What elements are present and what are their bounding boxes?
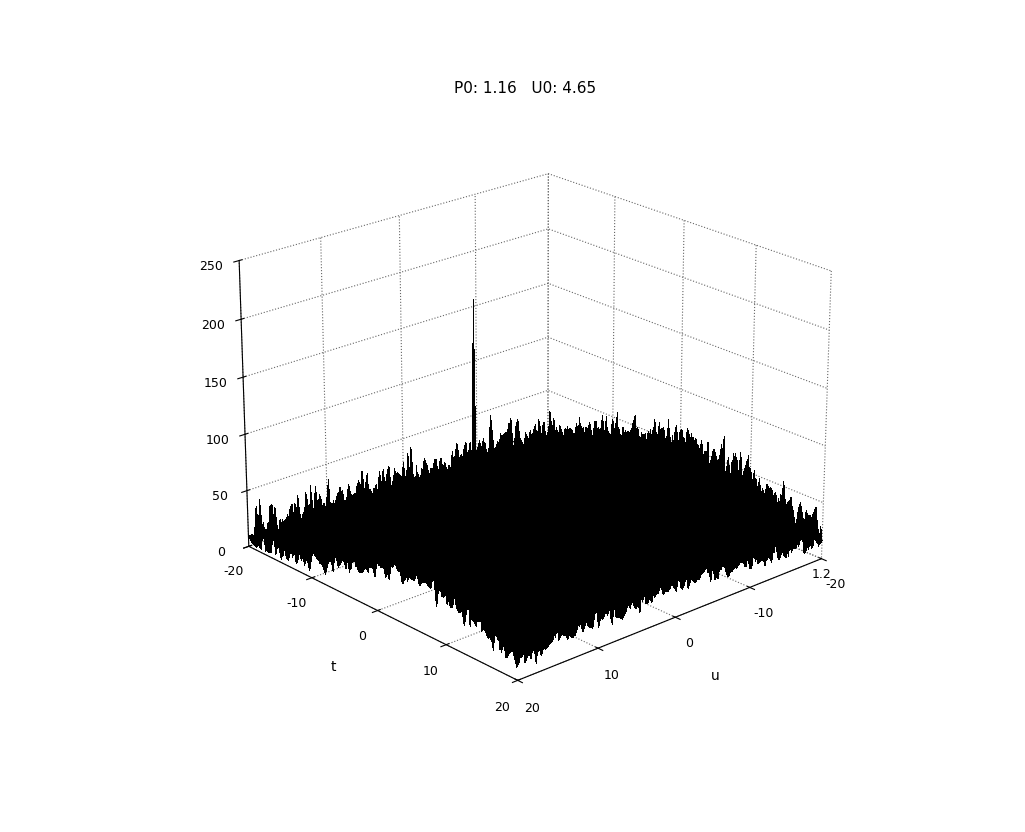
Title: P0: 1.16   U0: 4.65: P0: 1.16 U0: 4.65 bbox=[454, 81, 597, 96]
X-axis label: u: u bbox=[711, 669, 720, 682]
Y-axis label: t: t bbox=[331, 660, 336, 674]
